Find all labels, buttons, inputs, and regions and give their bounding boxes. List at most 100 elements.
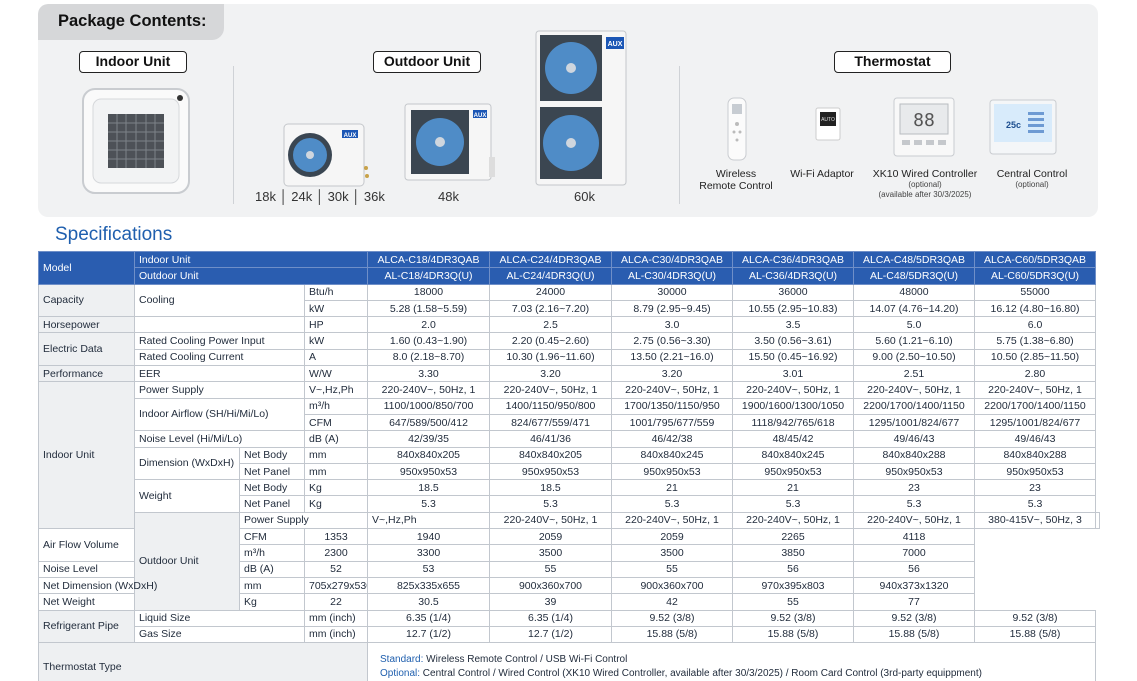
value-cell: 9.52 (3/8) (611, 609, 733, 627)
value-cell: 56 (853, 560, 975, 578)
spec-row: Gas Size mm (inch) 12.7 (1/2) 12.7 (1/2) 15.… (39, 625, 1100, 644)
spec-row: m³/h 2300 3300 3500 3500 3850 7000 (39, 544, 1100, 562)
value-cell: 840x840x245 (611, 446, 733, 464)
value-cell: 2.5 (489, 316, 612, 334)
unit-label: Kg (304, 479, 368, 497)
value-cell: 13.50 (2.21~16.0) (611, 348, 733, 367)
model-name-cell: ALCA-C24/4DR3QAB (489, 250, 612, 269)
spec-row: CFM 647/589/500/412 824/677/559/471 1001/79… (39, 413, 1100, 432)
model-name-cell: ALCA-C60/5DR3QAB (974, 250, 1096, 269)
unit-label: HP (304, 316, 368, 334)
value-cell: 18000 (367, 283, 490, 301)
value-cell: 46/42/38 (611, 430, 733, 448)
model-name-cell: AL-C30/4DR3Q(U) (611, 267, 733, 285)
unit-label: Btu/h (304, 283, 368, 301)
value-cell: 970x395x803 (732, 576, 854, 595)
spec-row: Capacity Cooling Btu/h 18000 24000 30000 36000… (38, 283, 1100, 318)
spec-row: Rated Cooling Current A 8.0 (2.18~8.70) 10.… (39, 348, 1100, 367)
value-cell: 2.51 (853, 365, 975, 383)
unit-label: CFM (304, 413, 368, 432)
unit-label: dB (A) (304, 430, 368, 448)
outdoor-unit-label: Outdoor Unit (373, 51, 481, 73)
value-cell: 6.35 (1/4) (489, 609, 612, 627)
row-label: Dimension (WxDxH) (134, 446, 240, 481)
model-name-cell: AL-C36/4DR3Q(U) (732, 267, 854, 285)
value-cell: 6.0 (974, 316, 1096, 334)
unit-label: W/W (304, 365, 368, 383)
row-sublabel: Net Body (239, 479, 305, 497)
value-cell: 5.3 (611, 495, 733, 513)
thermostat-type-label: Thermostat Type (38, 642, 368, 681)
unit-label: CFM (239, 528, 305, 546)
row-label: Rated Cooling Power Input (134, 332, 305, 350)
row-label: Gas Size (134, 625, 305, 644)
wired-controller-display: 88 (913, 110, 935, 131)
caption-line: Wireless (715, 168, 757, 180)
value-cell: 15.50 (0.45~16.92) (732, 348, 854, 367)
unit-label: V~,Hz,Ph (367, 511, 490, 530)
row-sublabel: Net Body (239, 446, 305, 464)
value-cell: 1001/795/677/559 (611, 413, 733, 432)
value-cell: 5.3 (367, 495, 490, 513)
value-cell: 30.5 (367, 593, 490, 611)
value-cell: 1100/1000/850/700 (367, 397, 490, 415)
row-label: Outdoor Unit (134, 267, 368, 285)
value-cell: 4118 (853, 528, 975, 546)
wireless-remote-image (727, 97, 747, 161)
value-cell: 5.75 (1.38~6.80) (974, 332, 1096, 350)
value-cell: 23 (853, 479, 975, 497)
spec-row: Outdoor Unit Power Supply V~,Hz,Ph 220-240V… (39, 511, 1100, 611)
spec-row: Refrigerant Pipe Liquid Size mm (inch) 6.35… (38, 609, 1100, 644)
value-cell: 1118/942/765/618 (732, 413, 854, 432)
value-cell: 1295/1001/824/677 (974, 413, 1096, 432)
model-name-cell: ALCA-C36/4DR3QAB (732, 250, 854, 269)
spec-row: Net Weight Kg 22 30.5 39 42 55 77 (38, 593, 1100, 611)
row-sublabel: Net Panel (239, 462, 305, 481)
central-control-caption: Central Control (optional) (990, 168, 1074, 190)
indoor-sizes-label: 18k │ 24k │ 30k │ 36k (255, 189, 385, 204)
unit-label: dB (A) (239, 560, 305, 578)
row-label: Rated Cooling Current (134, 348, 305, 367)
unit-label: mm (304, 462, 368, 481)
value-cell: 3.01 (732, 365, 854, 383)
value-cell: 1900/1600/1300/1050 (732, 397, 854, 415)
value-cell: 55 (611, 560, 733, 578)
row-label: Weight (134, 479, 240, 513)
value-cell: 824/677/559/471 (489, 413, 612, 432)
value-cell: 950x950x53 (489, 462, 612, 481)
value-cell: 220-240V~, 50Hz, 1 (974, 381, 1096, 399)
unit-label: mm (304, 446, 368, 464)
value-cell: 10.30 (1.96~11.60) (489, 348, 612, 367)
outdoor-unit-60k-image: AUX (535, 30, 627, 186)
value-cell: 840x840x205 (367, 446, 490, 464)
value-cell: 12.7 (1/2) (367, 625, 490, 644)
value-cell: 5.0 (853, 316, 975, 334)
value-cell: 1.60 (0.43~1.90) (367, 332, 490, 350)
value-cell: 15.88 (5/8) (853, 625, 975, 644)
row-label: EER (134, 365, 305, 383)
value-cell: 18.5 (489, 479, 612, 497)
row-group-label: Model (38, 251, 135, 285)
value-cell: 2200/1700/1400/1150 (974, 397, 1096, 415)
spec-row: Noise Level dB (A) 52 53 55 55 56 56 (38, 560, 1100, 578)
value-cell: 950x950x53 (853, 462, 975, 481)
value-cell: 950x950x53 (974, 462, 1096, 481)
outdoor-unit-small-image: AUX (283, 123, 369, 187)
value-cell: 2300 (304, 544, 368, 562)
value-cell: 23 (974, 479, 1096, 497)
value-cell: 647/589/500/412 (367, 413, 490, 432)
brand-logo: AUX (608, 41, 623, 48)
value-cell: 10.55 (2.95~10.83) (732, 299, 854, 318)
value-cell: 220-240V~, 50Hz, 1 (853, 511, 975, 530)
central-control-display: 25c (1006, 120, 1021, 130)
value-cell: 950x950x53 (732, 462, 854, 481)
value-cell: 8.0 (2.18~8.70) (367, 348, 490, 367)
outdoor-48k-label: 48k (438, 189, 459, 204)
value-cell: 900x360x700 (611, 576, 733, 595)
value-cell: 14.07 (4.76~14.20) (853, 299, 975, 318)
row-group-label: Refrigerant Pipe (38, 609, 135, 644)
value-cell: 840x840x245 (732, 446, 854, 464)
value-cell: 7.03 (2.16~7.20) (489, 299, 612, 318)
optional-text: Central Control / Wired Control (XK10 Wi… (420, 667, 982, 679)
spec-row: Outdoor Unit AL-C18/4DR3Q(U) AL-C24/4DR3Q(… (39, 267, 1100, 285)
